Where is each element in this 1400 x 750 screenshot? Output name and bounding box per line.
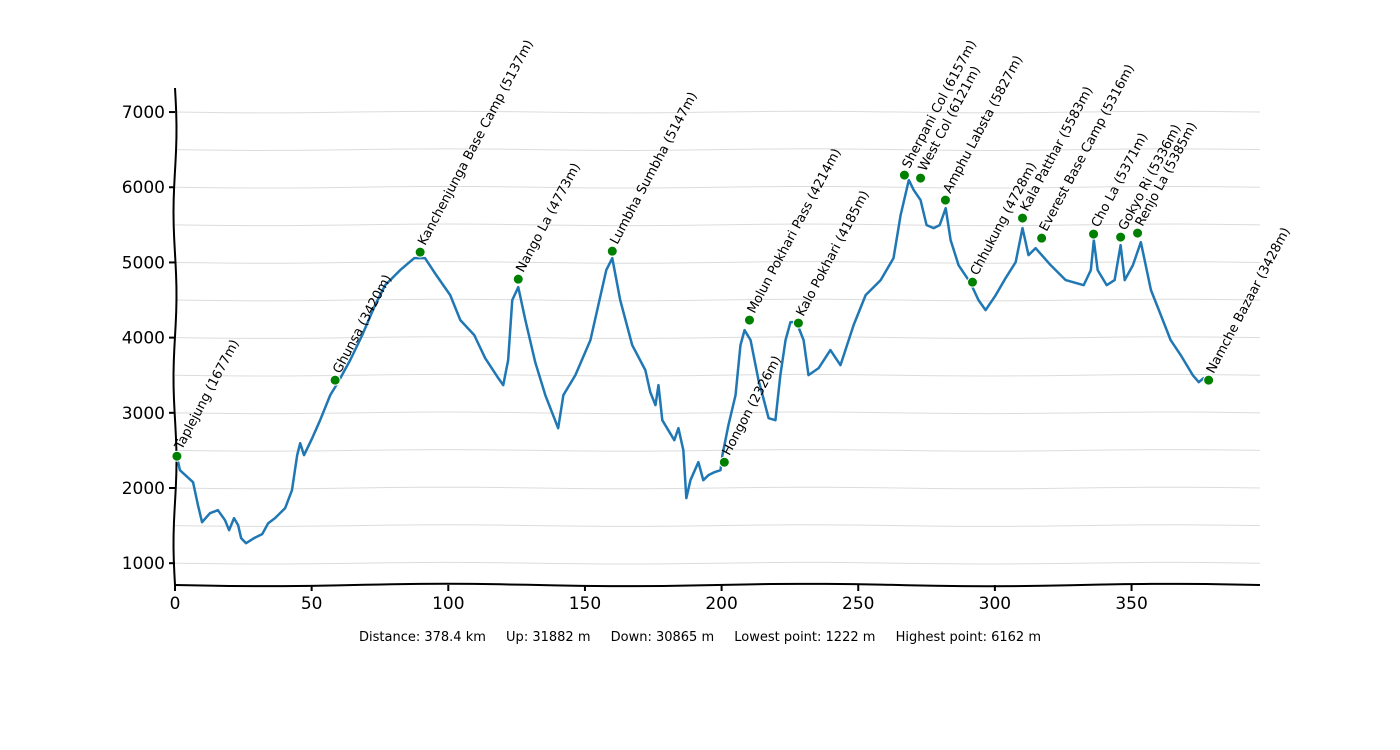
grid-line <box>174 373 1261 377</box>
waypoint-label: Lumbha Sumbha (5147m) <box>608 90 701 247</box>
waypoint-marker <box>1036 232 1048 244</box>
waypoint-marker <box>939 194 951 206</box>
waypoint-label: Namche Bazaar (3428m) <box>1204 225 1294 376</box>
grid-line <box>174 486 1261 490</box>
waypoint-label: Taplejung (1677m) <box>172 337 243 453</box>
stat-highest: Highest point: 6162 m <box>895 630 1041 645</box>
waypoint-marker <box>1088 228 1100 240</box>
waypoint-label: Hongon (2326m) <box>720 354 785 459</box>
waypoint-marker <box>512 273 524 285</box>
x-tick-label: 300 <box>979 594 1011 614</box>
waypoint-marker <box>1132 227 1144 239</box>
y-tick-label: 1000 <box>122 554 165 574</box>
stat-down: Down: 30865 m <box>610 630 715 645</box>
waypoint-marker <box>414 246 426 258</box>
grid-line <box>174 261 1261 264</box>
x-axis <box>174 582 1261 588</box>
waypoint-marker <box>171 450 183 462</box>
x-tick-label: 50 <box>301 594 323 614</box>
grid-line <box>174 298 1261 302</box>
y-tick-label: 6000 <box>122 178 165 198</box>
grid-line <box>174 561 1261 565</box>
grid-line <box>174 411 1261 415</box>
y-axis <box>172 87 178 586</box>
x-tick-label: 350 <box>1115 594 1147 614</box>
waypoint-marker <box>792 317 804 329</box>
grid-line <box>174 110 1261 114</box>
waypoint-marker <box>606 245 618 257</box>
y-tick-label: 3000 <box>122 404 165 424</box>
elevation-line <box>175 178 1210 545</box>
waypoint-marker <box>743 314 755 326</box>
y-tick-label: 4000 <box>122 329 165 349</box>
stat-lowest: Lowest point: 1222 m <box>734 630 876 645</box>
waypoint-marker <box>915 172 927 184</box>
waypoint-label: Molun Pokhari Pass (4214m) <box>745 146 845 316</box>
x-tick-label: 100 <box>432 594 464 614</box>
x-tick-label: 0 <box>170 594 181 614</box>
waypoint-marker <box>718 456 730 468</box>
grid-line <box>174 336 1261 339</box>
waypoint-label: Chhukung (4728m) <box>968 160 1040 278</box>
grid-line <box>174 148 1261 151</box>
waypoint-marker <box>1203 374 1215 386</box>
waypoint-marker <box>1017 212 1029 224</box>
waypoint-marker <box>966 276 978 288</box>
y-tick-label: 5000 <box>122 253 165 273</box>
waypoint-marker <box>1115 231 1127 243</box>
y-tick-label: 2000 <box>122 479 165 499</box>
y-tick-label: 7000 <box>122 103 165 123</box>
stat-up: Up: 31882 m <box>506 630 591 645</box>
grid-line <box>174 524 1261 527</box>
grid-line <box>174 223 1261 227</box>
waypoint-marker <box>329 374 341 386</box>
stats-summary: Distance: 378.4 km Up: 31882 m Down: 308… <box>0 630 1400 645</box>
waypoint-label: Ghunsa (3420m) <box>330 272 395 376</box>
grid-line <box>174 185 1261 189</box>
grid-line <box>174 449 1261 452</box>
x-tick-label: 200 <box>705 594 737 614</box>
x-tick-label: 250 <box>842 594 874 614</box>
x-tick-label: 150 <box>569 594 601 614</box>
waypoint-marker <box>898 169 910 181</box>
stat-distance: Distance: 378.4 km <box>359 630 486 645</box>
waypoint-label: Nango La (4773m) <box>514 161 584 275</box>
waypoint-label: Kanchenjunga Base Camp (5137m) <box>415 38 536 248</box>
